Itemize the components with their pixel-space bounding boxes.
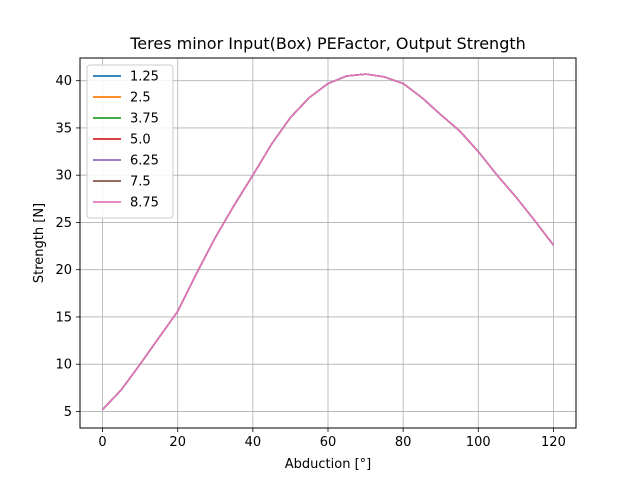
y-tick-label: 35 [55, 121, 72, 136]
grid [80, 58, 576, 428]
legend-label: 3.75 [130, 112, 159, 127]
axis-ticks: 0 20 40 60 80 100 120 5 10 15 20 25 30 35 40 [55, 74, 565, 450]
legend: 1.25 2.5 3.75 5.0 6.25 7.5 8.75 [86, 64, 174, 219]
y-tick-label: 25 [55, 216, 72, 231]
x-axis-label: Abduction [°] [285, 457, 371, 472]
legend-label: 8.75 [130, 196, 159, 211]
x-tick-label: 60 [320, 435, 337, 450]
legend-box [86, 64, 174, 219]
y-tick-label: 5 [64, 405, 72, 420]
chart-title: Teres minor Input(Box) PEFactor, Output … [129, 34, 526, 53]
legend-label: 2.5 [130, 91, 151, 106]
legend-label: 5.0 [130, 133, 151, 148]
y-tick-label: 15 [55, 310, 72, 325]
series-line-8.75 [102, 73, 555, 411]
x-tick-label: 100 [466, 435, 491, 450]
series-lines [102, 73, 555, 411]
x-tick-label: 0 [98, 435, 106, 450]
legend-label: 7.5 [130, 175, 151, 190]
y-tick-label: 30 [55, 169, 72, 184]
x-tick-label: 80 [395, 435, 412, 450]
y-axis-label: Strength [N] [32, 203, 47, 283]
x-tick-label: 20 [169, 435, 186, 450]
x-tick-label: 40 [245, 435, 262, 450]
y-tick-label: 40 [55, 74, 72, 89]
legend-label: 1.25 [130, 70, 159, 85]
x-tick-label: 120 [541, 435, 566, 450]
y-tick-label: 20 [55, 263, 72, 278]
legend-label: 6.25 [130, 154, 159, 169]
y-tick-label: 10 [55, 358, 72, 373]
